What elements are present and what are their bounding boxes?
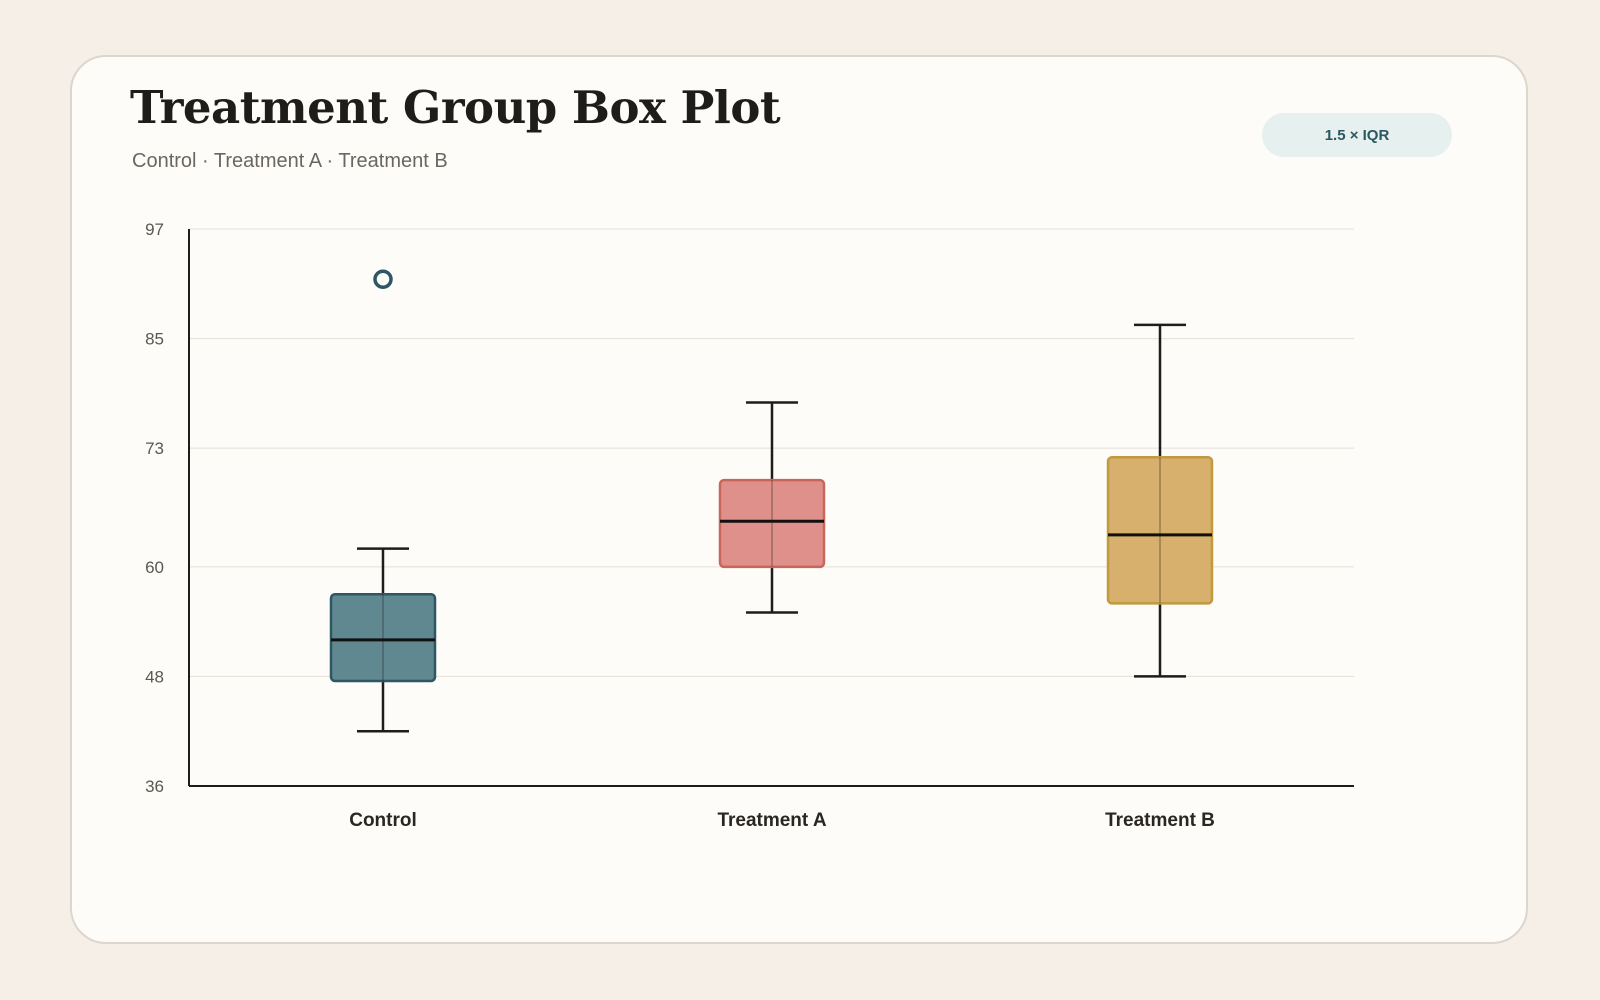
box-group-control — [329, 269, 437, 733]
box-group-treatment-a — [718, 401, 826, 614]
y-tick-label: 85 — [145, 330, 164, 349]
axes — [188, 229, 1354, 787]
category-labels: Control Treatment A Treatment B — [349, 810, 1215, 831]
y-tick-label: 36 — [145, 777, 164, 796]
y-tick-label: 60 — [145, 558, 164, 577]
box-group-treatment-b — [1106, 323, 1214, 678]
y-tick-label: 97 — [145, 220, 164, 239]
iqr-box — [1106, 456, 1214, 605]
category-label: Treatment B — [1105, 810, 1215, 831]
chart-subtitle: Control · Treatment A · Treatment B — [132, 150, 448, 172]
chart-title: Treatment Group Box Plot — [130, 81, 781, 134]
category-label: Control — [349, 810, 417, 831]
box-plot: 36 48 60 73 85 97 Control Treatment A Treatment… — [145, 220, 1354, 831]
y-tick-labels: 36 48 60 73 85 97 — [145, 220, 164, 796]
iqr-box — [718, 478, 826, 569]
iqr-badge: 1.5 × IQR — [1262, 113, 1452, 157]
outlier-point — [373, 269, 393, 289]
iqr-box — [329, 592, 437, 683]
y-tick-label: 48 — [145, 667, 164, 686]
chart-card: Treatment Group Box Plot Control · Treat… — [70, 55, 1528, 944]
category-label: Treatment A — [717, 810, 826, 831]
boxes — [329, 269, 1214, 733]
y-tick-label: 73 — [145, 439, 164, 458]
